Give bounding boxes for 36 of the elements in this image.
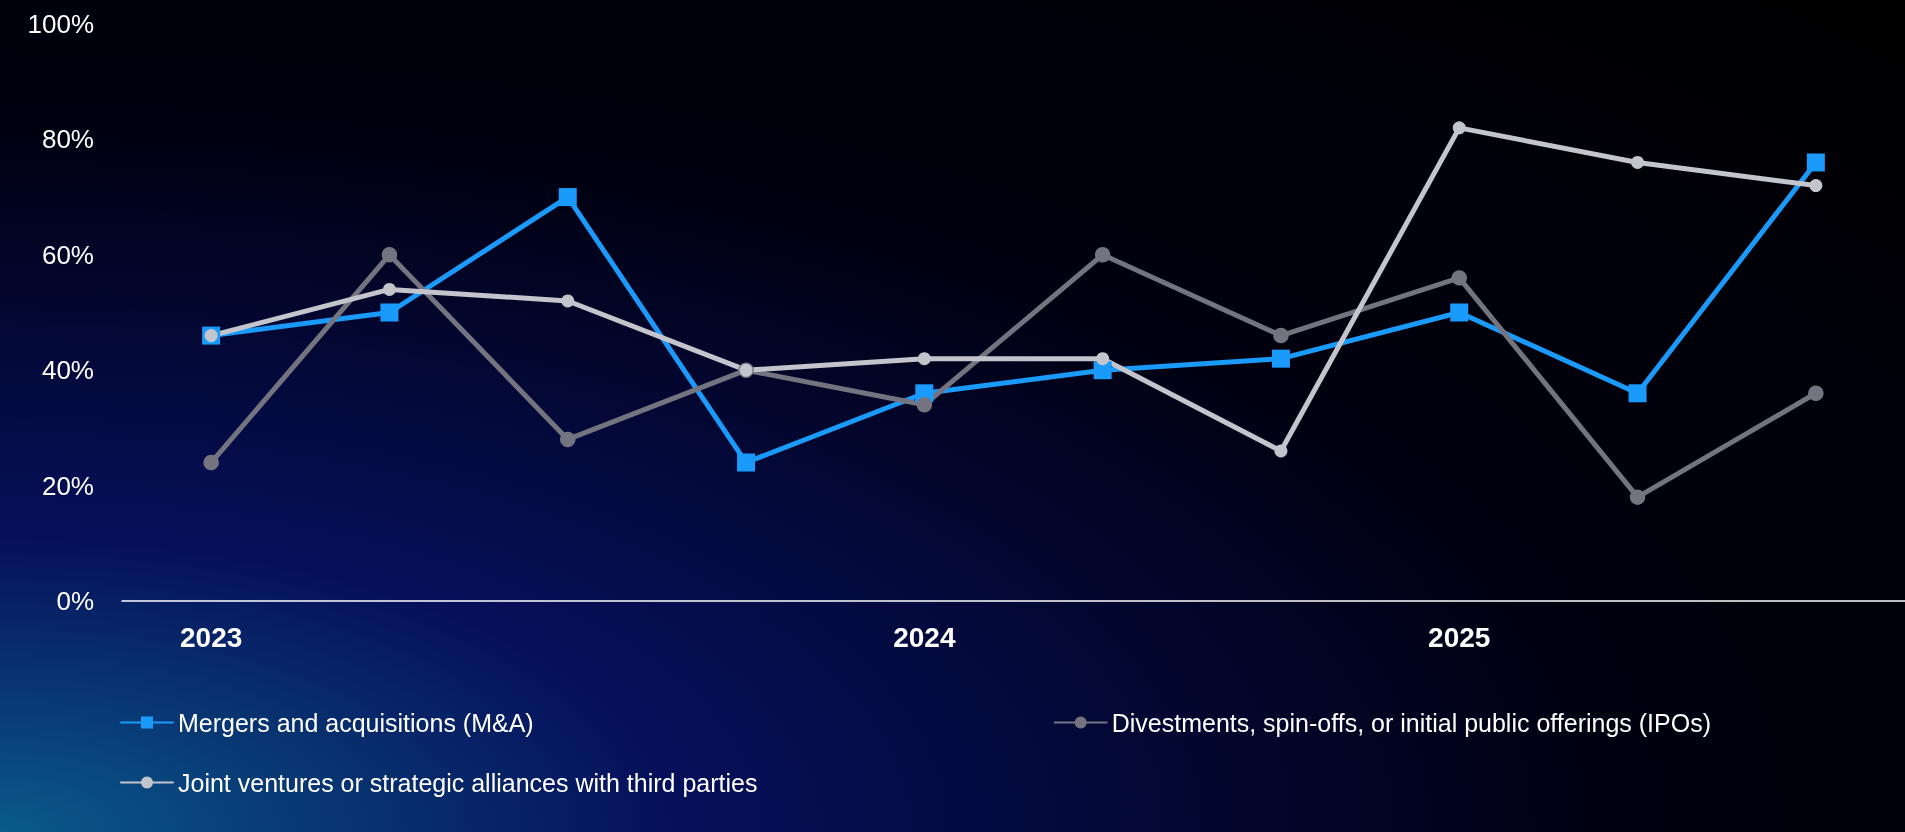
y-tick-label: 0% <box>56 586 94 616</box>
point <box>1271 349 1290 368</box>
legend-label: Joint ventures or strategic alliances with third parties <box>178 768 758 797</box>
point <box>1096 352 1110 366</box>
y-tick-label: 80% <box>41 124 94 155</box>
point <box>382 282 396 296</box>
point <box>737 453 756 472</box>
point <box>1629 489 1646 505</box>
y-tick-label: 60% <box>41 239 94 270</box>
point <box>1806 153 1825 172</box>
point <box>561 294 575 308</box>
point <box>916 397 933 413</box>
point <box>203 454 219 471</box>
x-tick-label: 2023 <box>180 621 243 653</box>
point <box>381 247 398 263</box>
point <box>1094 247 1111 263</box>
point <box>1450 303 1469 322</box>
point <box>1273 327 1289 344</box>
point <box>1628 384 1647 403</box>
y-tick-label: 100% <box>27 9 94 39</box>
x-tick-label: 2025 <box>1428 621 1491 653</box>
point <box>558 188 577 207</box>
point <box>380 303 399 322</box>
x-tick-label: 2024 <box>893 621 956 653</box>
legend-label: Mergers and acquisitions (M&A) <box>178 708 534 737</box>
y-tick-label: 20% <box>41 470 94 501</box>
legend-label: Divestments, spin-offs, or initial public offerings (IPOs) <box>1111 708 1711 737</box>
point <box>1274 444 1288 458</box>
point <box>1452 121 1466 135</box>
point <box>1451 270 1467 286</box>
y-tick-label: 40% <box>41 355 94 386</box>
point <box>1808 385 1824 402</box>
point <box>917 352 931 366</box>
point <box>1631 155 1645 169</box>
point <box>560 431 576 448</box>
point <box>1809 179 1823 193</box>
